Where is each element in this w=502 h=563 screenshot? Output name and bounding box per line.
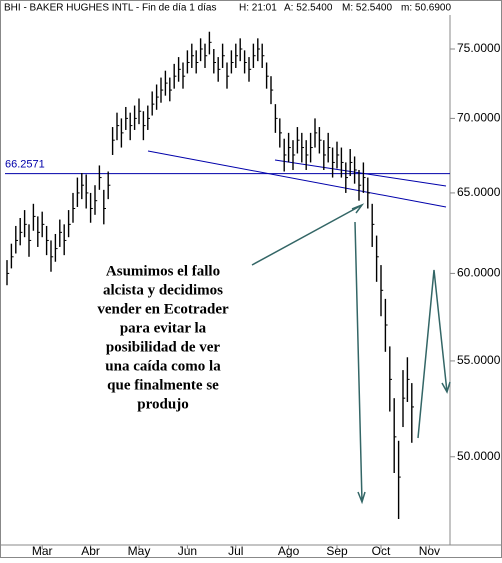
annotation: Asumimos el fallo bbox=[106, 263, 220, 279]
annotation: una caída como la bbox=[105, 358, 221, 374]
x-tick-label: Nov bbox=[419, 544, 440, 558]
arrow bbox=[354, 221, 366, 505]
header: BHI - BAKER HUGHES INTL - Fin de día 1 d… bbox=[4, 3, 451, 14]
info: H: 21:01 bbox=[239, 3, 277, 14]
info: M: 52.5400 bbox=[342, 3, 392, 14]
trend-line bbox=[147, 150, 447, 208]
annotation: que finalmente se bbox=[107, 377, 219, 393]
y-tick-label: 50.0000 bbox=[457, 449, 501, 463]
info: m: 50.6900 bbox=[401, 3, 451, 14]
x-tick-label: Sep bbox=[326, 544, 348, 558]
info: A: 52.5400 bbox=[284, 3, 333, 14]
annotation: para evitar la bbox=[120, 320, 207, 336]
trend-line bbox=[274, 159, 447, 187]
arrows bbox=[251, 203, 451, 505]
y-tick-label: 60.0000 bbox=[457, 266, 501, 280]
y-tick-label: 70.0000 bbox=[457, 111, 501, 125]
x-tick-label: Abr bbox=[81, 544, 100, 558]
annotation: posibilidad de ver bbox=[106, 339, 221, 355]
x-tick-label: Jul bbox=[228, 544, 243, 558]
x-tick-label: Mar bbox=[32, 544, 53, 558]
annotation: produjo bbox=[137, 396, 188, 412]
x-tick-label: May bbox=[128, 544, 151, 558]
hline-label: 66.2571 bbox=[5, 159, 45, 171]
y-tick-label: 65.0000 bbox=[457, 185, 501, 199]
y-tick-label: 75.0000 bbox=[457, 41, 501, 55]
y-tick-label: 55.0000 bbox=[457, 353, 501, 367]
arrow bbox=[417, 269, 451, 439]
x-tick-label: Jun bbox=[178, 544, 197, 558]
chart-title: BHI - BAKER HUGHES INTL - Fin de día 1 d… bbox=[4, 3, 216, 14]
annotation: alcista y decidimos bbox=[103, 282, 223, 298]
arrow bbox=[251, 203, 365, 266]
annotation: vender en Ecotrader bbox=[97, 301, 229, 317]
x-tick-label: Ago bbox=[278, 544, 300, 558]
x-tick-label: Oct bbox=[372, 544, 391, 558]
